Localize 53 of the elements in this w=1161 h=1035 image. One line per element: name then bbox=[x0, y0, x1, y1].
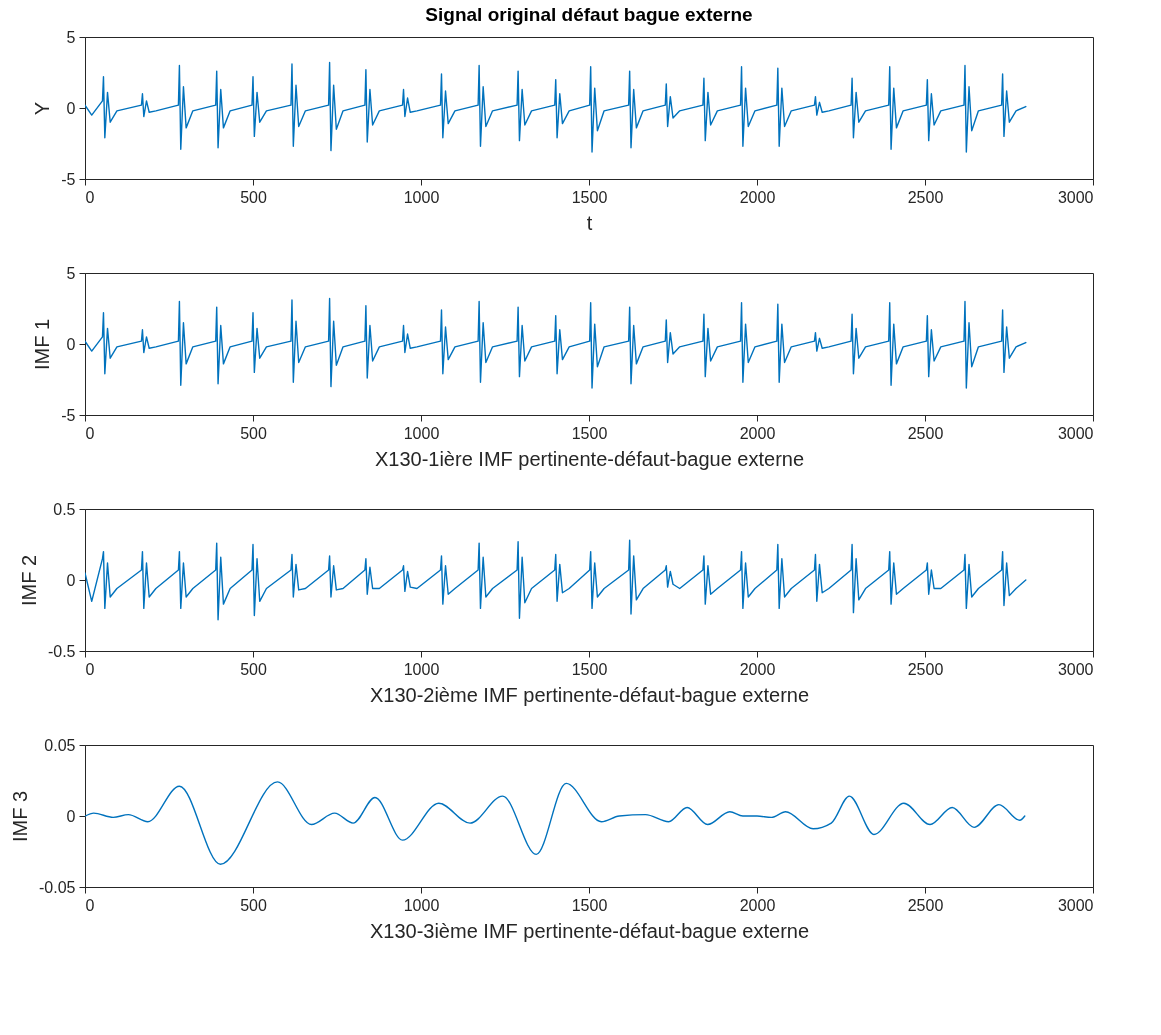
x-tick-label: 2500 bbox=[907, 424, 944, 442]
y-tick-label: 5 bbox=[66, 264, 76, 282]
x-tick-label: 1500 bbox=[571, 424, 608, 442]
x-tick-label: 3000 bbox=[1057, 424, 1094, 442]
y-tick-label: 0.5 bbox=[53, 500, 76, 518]
x-tick-label: 1000 bbox=[403, 896, 440, 914]
x-tick-label: 0 bbox=[85, 660, 95, 678]
x-axis-title: X130-2ième IMF pertinente-défaut-bague externe bbox=[369, 683, 810, 706]
x-tick-label: 500 bbox=[240, 188, 267, 206]
y-tick-label: 0 bbox=[66, 99, 76, 117]
y-tick-label: 0 bbox=[66, 807, 76, 825]
x-tick-label: 2000 bbox=[739, 188, 776, 206]
x-tick-label: 1000 bbox=[403, 188, 440, 206]
x-tick-label: 3000 bbox=[1057, 188, 1094, 206]
x-tick-label: 500 bbox=[240, 896, 267, 914]
x-tick-label: 1500 bbox=[571, 188, 608, 206]
y-tick-label: 0.05 bbox=[44, 736, 76, 754]
y-tick-label: -5 bbox=[61, 170, 76, 188]
y-axis-title: Y bbox=[31, 101, 54, 116]
x-tick-label: 0 bbox=[85, 424, 95, 442]
line-series bbox=[85, 781, 1026, 865]
x-tick-label: 2500 bbox=[907, 188, 944, 206]
x-axis-title: X130-3ième IMF pertinente-défaut-bague externe bbox=[369, 919, 810, 942]
y-tick-label: -5 bbox=[61, 406, 76, 424]
x-tick-label: 2500 bbox=[907, 660, 944, 678]
x-tick-label: 2000 bbox=[739, 660, 776, 678]
x-axis-title: X130-1ière IMF pertinente-défaut-bague externe bbox=[374, 447, 805, 470]
x-tick-label: 1500 bbox=[571, 660, 608, 678]
y-tick-label: -0.5 bbox=[47, 642, 76, 660]
chart-title: Signal original défaut bague externe bbox=[425, 4, 753, 25]
x-tick-label: 1000 bbox=[403, 660, 440, 678]
x-tick-label: 500 bbox=[240, 660, 267, 678]
x-tick-label: 0 bbox=[85, 896, 95, 914]
x-tick-label: 3000 bbox=[1057, 660, 1094, 678]
x-axis-title: t bbox=[586, 211, 593, 234]
line-series bbox=[85, 539, 1027, 621]
x-tick-label: 3000 bbox=[1057, 896, 1094, 914]
x-tick-label: 0 bbox=[85, 188, 95, 206]
x-tick-label: 1000 bbox=[403, 424, 440, 442]
y-tick-label: 0 bbox=[66, 571, 76, 589]
y-tick-label: 5 bbox=[66, 28, 76, 46]
x-tick-label: 1500 bbox=[571, 896, 608, 914]
x-tick-label: 2000 bbox=[739, 896, 776, 914]
x-tick-label: 2000 bbox=[739, 424, 776, 442]
y-tick-label: 0 bbox=[66, 335, 76, 353]
y-axis-title: IMF 3 bbox=[9, 790, 32, 843]
x-tick-label: 500 bbox=[240, 424, 267, 442]
y-axis-title: IMF 2 bbox=[17, 554, 40, 607]
y-tick-label: -0.05 bbox=[39, 878, 76, 896]
line-series bbox=[85, 297, 1027, 389]
line-series bbox=[85, 61, 1027, 153]
x-tick-label: 2500 bbox=[907, 896, 944, 914]
y-axis-title: IMF 1 bbox=[31, 318, 54, 371]
